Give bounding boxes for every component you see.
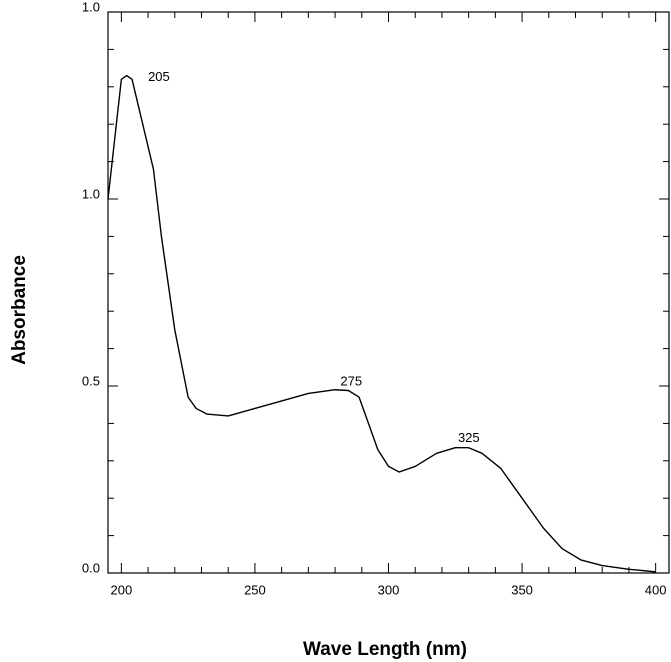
y-axis-title: Absorbance <box>9 255 30 365</box>
x-tick-label: 400 <box>645 582 667 597</box>
plot-frame <box>107 11 670 574</box>
x-tick-label: 250 <box>244 582 266 597</box>
x-tick-label: 200 <box>111 582 133 597</box>
peak-label: 325 <box>458 430 480 445</box>
x-axis-title: Wave Length (nm) <box>303 639 467 660</box>
peak-label: 275 <box>340 374 362 389</box>
y-tick-label: 0.0 <box>82 560 100 575</box>
peak-label: 205 <box>148 69 170 84</box>
y-tick-label: 1.0 <box>82 186 100 201</box>
x-tick-label: 350 <box>511 582 533 597</box>
y-tick-label: 0.5 <box>82 373 100 388</box>
x-tick-label: 300 <box>378 582 400 597</box>
spectrum-line <box>107 74 656 573</box>
y-tick-label: 1.0 <box>82 0 100 14</box>
